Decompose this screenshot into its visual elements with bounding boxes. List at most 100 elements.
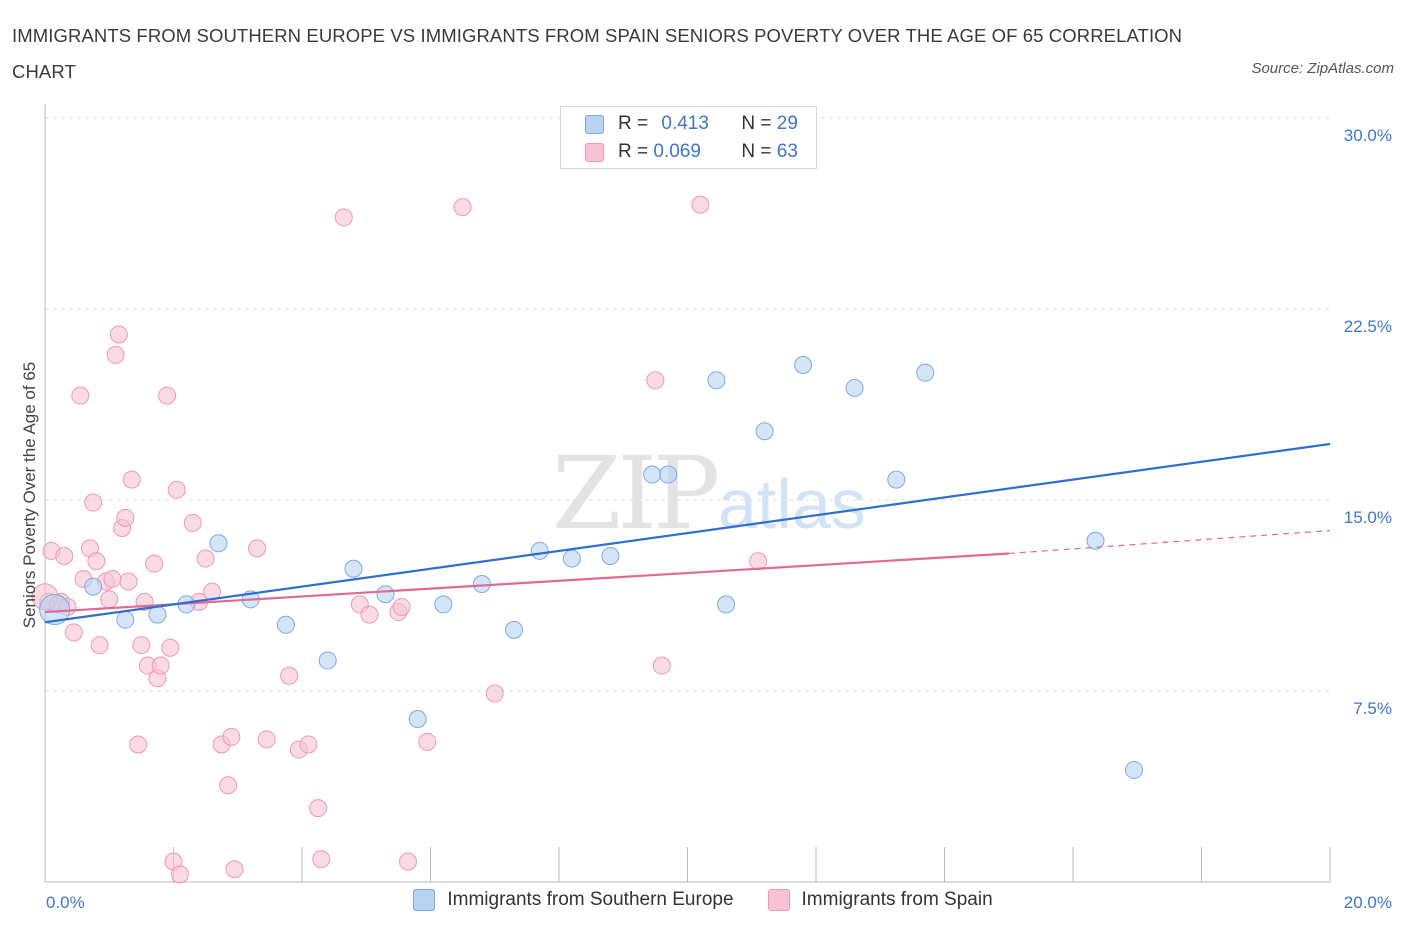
southern-europe-point [601, 547, 620, 566]
southern-europe-point [116, 610, 135, 629]
spain-point [652, 656, 671, 675]
legend-n-value: 63 [776, 141, 798, 162]
legend-n-label: N = [741, 141, 777, 162]
southern-europe-point [209, 534, 228, 553]
southern-europe-point [1125, 760, 1144, 779]
spain-point [453, 198, 472, 217]
southern-europe-point [276, 615, 295, 634]
spain-point [109, 325, 128, 344]
southern-europe-point [376, 585, 395, 604]
spain-trend-line [44, 552, 1009, 614]
southern-europe-point [530, 541, 549, 560]
chart-title: IMMIGRANTS FROM SOUTHERN EUROPE VS IMMIG… [12, 25, 1183, 82]
legend-swatch-blue [585, 114, 604, 134]
bottom-legend-label: Immigrants from Spain [801, 889, 993, 910]
spain-point [183, 513, 202, 532]
y-tick-label: 30.0% [1344, 126, 1392, 145]
spain-point [151, 656, 170, 675]
legend-r-value: 0.069 [653, 141, 701, 162]
spain-point [84, 493, 103, 512]
spain-point [418, 732, 437, 751]
southern-europe-point [643, 465, 662, 484]
y-tick-label: 15.0% [1344, 508, 1392, 527]
southern-europe-point [434, 595, 453, 614]
spain-point [312, 850, 331, 869]
spain-point [219, 776, 238, 795]
southern-europe-point [408, 710, 427, 729]
series-southern-europe-points [39, 356, 1144, 779]
southern-europe-point [1086, 531, 1105, 550]
spain-point [392, 597, 411, 616]
spain-point [145, 554, 164, 573]
legend-row-spain: R = 0.069 N = 63 [585, 138, 798, 166]
spain-point [309, 799, 328, 818]
spain-point [116, 508, 135, 527]
spain-point [222, 727, 241, 746]
spain-point [225, 860, 244, 879]
bottom-legend-spain: Immigrants from Spain [767, 889, 993, 911]
legend-r-label: R = [618, 141, 654, 162]
spain-point [161, 638, 180, 657]
y-tick-label: 7.5% [1353, 699, 1392, 718]
southern-europe-point [845, 378, 864, 397]
southern-europe-point [659, 465, 678, 484]
spain-point [248, 539, 267, 558]
bottom-legend-southern-europe: Immigrants from Southern Europe [413, 889, 734, 911]
spain-point [55, 547, 74, 566]
spain-point [646, 371, 665, 390]
legend-n-value: 29 [776, 113, 798, 134]
legend-swatch-pink [585, 142, 604, 162]
southern-europe-point [755, 422, 774, 441]
spain-trend-line-extension [1008, 529, 1331, 555]
y-tick-label: 22.5% [1344, 317, 1392, 336]
bottom-legend-swatch-blue [413, 889, 436, 911]
spain-point [90, 636, 109, 655]
spain-point [167, 480, 186, 499]
grid-lines [45, 117, 1330, 692]
watermark-zip: ZIP [552, 435, 717, 552]
axes [44, 104, 1331, 883]
southern-europe-point [707, 371, 726, 390]
spain-point [196, 549, 215, 568]
spain-point [399, 852, 418, 871]
spain-point [257, 730, 276, 749]
bottom-legend: Immigrants from Southern Europe Immigran… [0, 889, 1406, 911]
southern-europe-point [84, 577, 103, 596]
legend-r-label: R = [618, 113, 654, 134]
southern-europe-point [562, 549, 581, 568]
spain-point [87, 552, 106, 571]
spain-point [360, 605, 379, 624]
trend-lines [44, 442, 1331, 624]
spain-point [691, 195, 710, 214]
bottom-legend-swatch-pink [767, 889, 790, 911]
southern-europe-point [344, 559, 363, 578]
spain-point [64, 623, 83, 642]
spain-point [158, 386, 177, 405]
spain-point [119, 572, 138, 591]
southern-europe-point [505, 620, 524, 639]
spain-point [749, 552, 768, 571]
spain-point [170, 865, 189, 884]
y-axis-label: Seniors Poverty Over the Age of 65 [20, 362, 39, 628]
southern-europe-point [318, 651, 337, 670]
southern-europe-trend-line [44, 442, 1331, 624]
spain-point [203, 582, 222, 601]
legend-box: R = 0.413 N = 29 R = 0.069 N = 63 [560, 106, 817, 169]
spain-point [334, 208, 353, 227]
spain-point [485, 684, 504, 703]
spain-point [280, 666, 299, 685]
spain-point [106, 345, 125, 364]
spain-point [71, 386, 90, 405]
x-tick-label: 20.0% [1344, 893, 1392, 912]
southern-europe-point [794, 356, 813, 375]
bottom-legend-label: Immigrants from Southern Europe [447, 889, 734, 910]
series-spain-points [31, 195, 768, 884]
x-tick-label: 0.0% [46, 893, 85, 912]
spain-point [103, 569, 122, 588]
southern-europe-point [148, 605, 167, 624]
southern-europe-point [916, 363, 935, 382]
tick-labels: 7.5% 15.0% 22.5% 30.0% 0.0% 20.0% [46, 126, 1392, 912]
legend-n-label: N = [741, 113, 777, 134]
spain-point [299, 735, 318, 754]
